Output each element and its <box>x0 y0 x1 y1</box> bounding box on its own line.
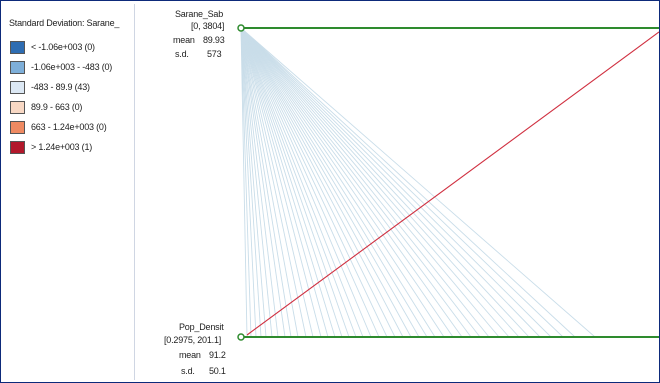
legend-label: > 1.24e+003 (1) <box>31 142 93 152</box>
top-axis-name: Sarane_Sab <box>175 9 224 19</box>
record-line <box>240 27 357 338</box>
bottom-axis-mean-label: mean <box>179 350 201 360</box>
record-line <box>240 27 552 338</box>
legend-swatch <box>10 100 25 114</box>
record-line <box>240 27 445 338</box>
record-line <box>240 27 500 338</box>
legend-label: -483 - 89.9 (43) <box>31 82 90 92</box>
record-line <box>240 27 252 338</box>
legend-label: < -1.06e+003 (0) <box>31 42 95 52</box>
record-line <box>240 27 267 338</box>
record-line <box>240 27 248 338</box>
legend-label: 663 - 1.24e+003 (0) <box>31 122 107 132</box>
record-line <box>240 27 343 338</box>
legend-label: -1.06e+003 - -483 (0) <box>31 62 113 72</box>
bottom-axis-sd-value: 50.1 <box>209 366 226 376</box>
record-line <box>240 27 396 338</box>
record-line <box>240 27 257 338</box>
bottom-axis-name: Pop_Densit <box>179 322 224 332</box>
legend-title: Standard Deviation: Sarane_ <box>9 18 120 28</box>
record-line <box>240 27 292 338</box>
record-line <box>240 27 510 338</box>
legend-item[interactable]: 89.9 - 663 (0) <box>10 100 82 114</box>
record-line <box>240 27 314 338</box>
record-line <box>240 27 472 338</box>
record-line <box>240 27 541 338</box>
record-line <box>240 27 412 338</box>
legend-swatch <box>10 60 25 74</box>
record-line <box>240 27 307 338</box>
record-line <box>240 27 372 338</box>
record-line <box>240 27 564 338</box>
top-axis-mean-value: 89.93 <box>203 35 225 45</box>
record-line <box>240 27 299 338</box>
record-line <box>240 27 380 338</box>
bottom-axis-mean-value: 91.2 <box>209 350 226 360</box>
legend-item[interactable]: -483 - 89.9 (43) <box>10 80 90 94</box>
record-line <box>240 27 404 338</box>
legend-item[interactable]: -1.06e+003 - -483 (0) <box>10 60 112 74</box>
record-line <box>240 27 428 338</box>
parallel-coordinates-plot: Sarane_Sab [0, 3804] mean 89.93 s.d. 573… <box>135 4 659 380</box>
legend-swatch <box>10 80 25 94</box>
legend-swatch <box>10 120 25 134</box>
record-line <box>240 27 454 338</box>
legend-item[interactable]: 663 - 1.24e+003 (0) <box>10 120 107 134</box>
record-line <box>240 27 350 338</box>
record-line <box>240 27 279 338</box>
bottom-axis-sd-label: s.d. <box>181 366 195 376</box>
top-axis-range: [0, 3804] <box>191 21 225 31</box>
record-line <box>240 27 262 338</box>
record-line <box>240 27 273 338</box>
record-line <box>240 27 530 338</box>
legend-panel: Standard Deviation: Sarane_ < -1.06e+003… <box>4 4 135 380</box>
plot-canvas <box>237 24 659 341</box>
bottom-axis-handle <box>237 333 245 341</box>
record-line <box>240 27 490 338</box>
legend-item[interactable]: > 1.24e+003 (1) <box>10 140 92 154</box>
legend-item[interactable]: < -1.06e+003 (0) <box>10 40 95 54</box>
top-axis-sd-label: s.d. <box>175 49 189 59</box>
record-line <box>240 27 481 338</box>
legend-label: 89.9 - 663 (0) <box>31 102 83 112</box>
top-axis-mean-label: mean <box>173 35 195 45</box>
top-axis-sd-value: 573 <box>207 49 222 59</box>
legend-swatch <box>10 140 25 154</box>
record-line <box>240 27 596 338</box>
record-line <box>240 27 463 338</box>
top-axis-handle <box>237 24 245 32</box>
record-line <box>240 27 322 338</box>
record-line <box>240 27 388 338</box>
record-line <box>240 27 364 338</box>
record-line <box>240 27 336 338</box>
record-line <box>240 27 436 338</box>
record-line <box>240 27 576 338</box>
bottom-axis-range: [0.2975, 201.1] <box>164 335 222 345</box>
record-line <box>240 27 520 338</box>
record-line <box>240 27 420 338</box>
outlier-record-line <box>246 31 659 336</box>
record-line <box>240 27 286 338</box>
legend-swatch <box>10 40 25 54</box>
